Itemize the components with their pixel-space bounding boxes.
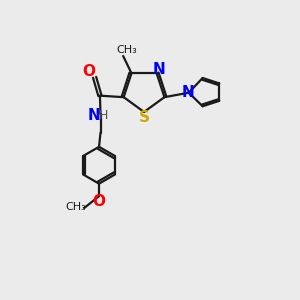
Text: H: H bbox=[99, 109, 108, 122]
Text: N: N bbox=[181, 85, 194, 100]
Text: O: O bbox=[92, 194, 106, 209]
Text: S: S bbox=[139, 110, 150, 125]
Text: CH₃: CH₃ bbox=[65, 202, 85, 212]
Text: N: N bbox=[88, 108, 100, 123]
Text: CH₃: CH₃ bbox=[116, 45, 137, 55]
Text: N: N bbox=[153, 62, 165, 77]
Text: O: O bbox=[83, 64, 96, 80]
